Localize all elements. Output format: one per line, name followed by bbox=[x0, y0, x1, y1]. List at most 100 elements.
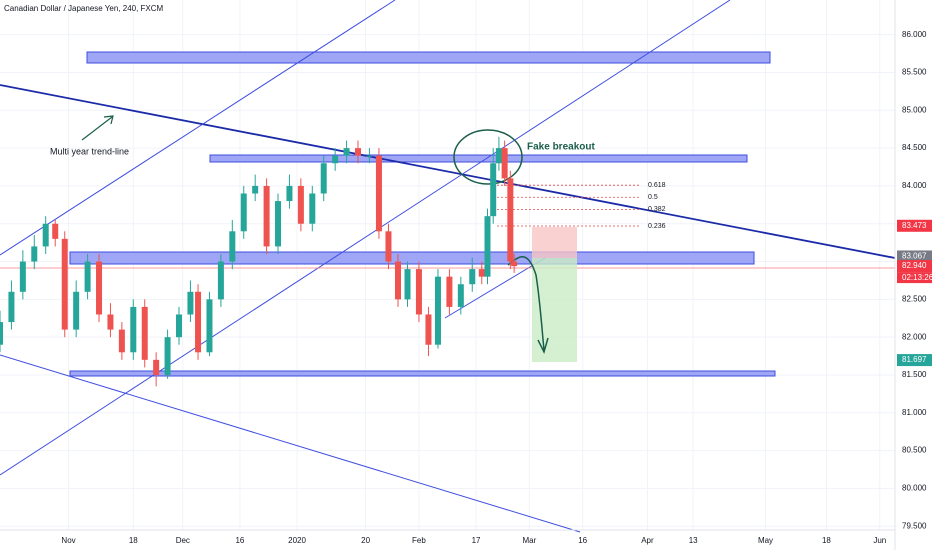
zone bbox=[69, 370, 776, 377]
candle-body bbox=[286, 185, 293, 202]
arrow bbox=[507, 256, 545, 351]
arrow-head bbox=[103, 115, 114, 125]
fib-label: 0.236 bbox=[648, 223, 666, 230]
annotation: Fake breakout bbox=[527, 142, 595, 153]
y-tick-label: 82.000 bbox=[902, 332, 927, 341]
channel-line bbox=[0, 0, 396, 256]
candle-body bbox=[130, 306, 137, 353]
price-tag-label: 81.697 bbox=[902, 355, 927, 364]
countdown: 02:13:26 bbox=[902, 273, 932, 282]
candle-body bbox=[42, 223, 49, 247]
candle-body bbox=[309, 193, 316, 224]
candle-body bbox=[229, 231, 236, 262]
x-tick-label: May bbox=[758, 536, 773, 545]
fib-label: 0.5 bbox=[648, 194, 658, 201]
candle-body bbox=[52, 223, 59, 239]
y-tick-label: 85.500 bbox=[902, 68, 927, 77]
candle-body bbox=[84, 261, 91, 292]
channel-line bbox=[0, 354, 581, 533]
candle-body bbox=[355, 148, 361, 156]
x-tick-label: Mar bbox=[522, 536, 536, 545]
y-tick-label: 86.000 bbox=[902, 30, 927, 39]
x-tick-label: 18 bbox=[822, 536, 831, 545]
candle-body bbox=[252, 185, 259, 194]
price-tag bbox=[897, 354, 932, 367]
y-tick-label: 81.000 bbox=[902, 408, 927, 417]
candle-body bbox=[141, 306, 148, 360]
x-tick-label: 2020 bbox=[288, 536, 306, 545]
candles bbox=[0, 136, 518, 387]
y-tick-label: 84.000 bbox=[902, 181, 927, 190]
stop-zone bbox=[532, 227, 577, 258]
trend-line bbox=[0, 84, 896, 259]
candle-body bbox=[404, 269, 411, 300]
zone bbox=[209, 154, 748, 163]
candle-body bbox=[19, 261, 26, 292]
y-tick-label: 79.500 bbox=[902, 521, 927, 530]
y-tick-label: 80.500 bbox=[902, 446, 927, 455]
x-tick-label: 17 bbox=[472, 536, 481, 545]
x-tick-label: Apr bbox=[641, 536, 654, 545]
zone bbox=[69, 251, 755, 265]
candle-body bbox=[297, 185, 304, 224]
chart-title: Canadian Dollar / Japanese Yen, 240, FXC… bbox=[4, 4, 164, 13]
candle-body bbox=[375, 155, 382, 232]
price-tag bbox=[897, 250, 932, 263]
candle-body bbox=[394, 261, 401, 300]
candle-body bbox=[206, 299, 213, 353]
candle-body bbox=[153, 359, 160, 375]
countdown-bg bbox=[897, 272, 932, 284]
candle-body bbox=[507, 178, 514, 262]
arrow bbox=[81, 116, 113, 141]
x-tick-label: 20 bbox=[361, 536, 370, 545]
candle-body bbox=[434, 276, 441, 345]
x-tick-label: Jun bbox=[873, 536, 886, 545]
price-tag bbox=[897, 219, 932, 232]
candle-body bbox=[31, 246, 38, 262]
candle-body bbox=[8, 291, 15, 323]
fib-label: 0.618 bbox=[648, 182, 666, 189]
target-zone bbox=[532, 258, 577, 362]
candle-body bbox=[275, 201, 282, 247]
y-tick-label: 80.000 bbox=[902, 484, 927, 493]
candle-body bbox=[469, 269, 476, 285]
candle-body bbox=[240, 193, 247, 232]
candle-body bbox=[164, 337, 171, 375]
candle-body bbox=[385, 231, 392, 262]
y-tick-label: 84.500 bbox=[902, 143, 927, 152]
x-tick-label: 16 bbox=[578, 536, 587, 545]
candle-body bbox=[217, 261, 224, 300]
price-tag bbox=[897, 260, 932, 273]
candle-body bbox=[425, 314, 432, 345]
fib-label: 0.382 bbox=[648, 206, 666, 213]
candle-body bbox=[320, 163, 327, 194]
candle-body bbox=[61, 238, 68, 330]
price-tag-label: 83.067 bbox=[902, 252, 927, 261]
candle-body bbox=[263, 185, 270, 247]
candle-body bbox=[478, 269, 485, 277]
x-tick-label: Nov bbox=[61, 536, 75, 545]
zone bbox=[86, 51, 771, 64]
candle-body bbox=[415, 269, 422, 315]
candle-body bbox=[176, 314, 182, 338]
candle-body bbox=[343, 148, 350, 156]
candle-body bbox=[96, 261, 103, 315]
candle-body bbox=[187, 291, 194, 315]
candle-body bbox=[107, 314, 114, 330]
candle-body bbox=[495, 148, 502, 164]
candle-body bbox=[0, 322, 3, 345]
candle-body bbox=[501, 148, 508, 179]
candle-body bbox=[73, 291, 80, 330]
candle-body bbox=[490, 163, 497, 217]
candle-body bbox=[366, 155, 373, 157]
grid bbox=[0, 0, 895, 530]
candle-body bbox=[446, 276, 453, 307]
x-tick-label: 13 bbox=[689, 536, 698, 545]
x-tick-label: 16 bbox=[235, 536, 244, 545]
candle-body bbox=[332, 155, 339, 164]
drawings bbox=[0, 0, 896, 533]
candle-body bbox=[484, 216, 491, 277]
channel-line bbox=[0, 0, 731, 476]
